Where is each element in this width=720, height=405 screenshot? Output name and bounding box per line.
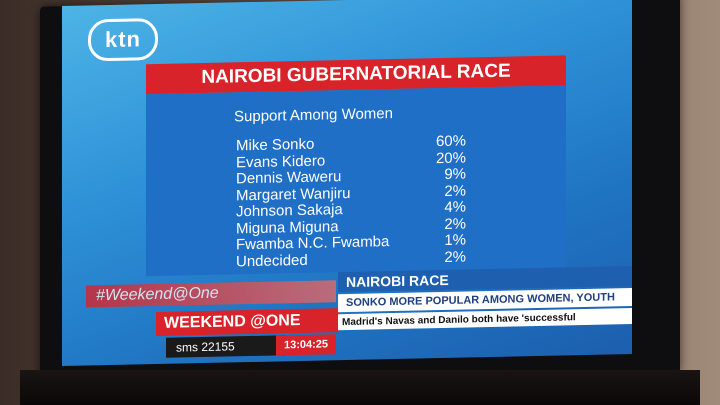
broadcast-clock: 13:04:25 — [276, 334, 336, 356]
candidate-percent: 1% — [444, 231, 466, 249]
candidate-list: Mike Sonko 60% Evans Kidero 20% Dennis W… — [236, 132, 546, 270]
results-panel: Support Among Women Mike Sonko 60% Evans… — [146, 85, 566, 277]
candidate-name: Fwamba N.C. Fwamba — [236, 233, 390, 254]
candidate-row: Undecided 2% — [236, 248, 466, 270]
candidate-percent: 4% — [444, 198, 466, 216]
show-hashtag: #Weekend@One — [86, 280, 336, 308]
candidate-name: Undecided — [236, 251, 308, 270]
sms-number: sms 22155 — [166, 335, 286, 358]
candidate-percent: 2% — [444, 248, 466, 266]
show-name: WEEKEND @ONE — [156, 308, 339, 337]
candidate-percent: 9% — [444, 165, 466, 183]
tv-stand — [20, 370, 700, 405]
graphic-subtitle: Support Among Women — [234, 105, 393, 126]
candidate-percent: 60% — [435, 132, 466, 151]
tv-screen: ktn NAIROBI GUBERNATORIAL RACE Support A… — [62, 0, 632, 366]
news-ticker: #Weekend@One WEEKEND @ONE sms 22155 13:0… — [76, 265, 632, 366]
ktn-logo: ktn — [88, 17, 158, 62]
